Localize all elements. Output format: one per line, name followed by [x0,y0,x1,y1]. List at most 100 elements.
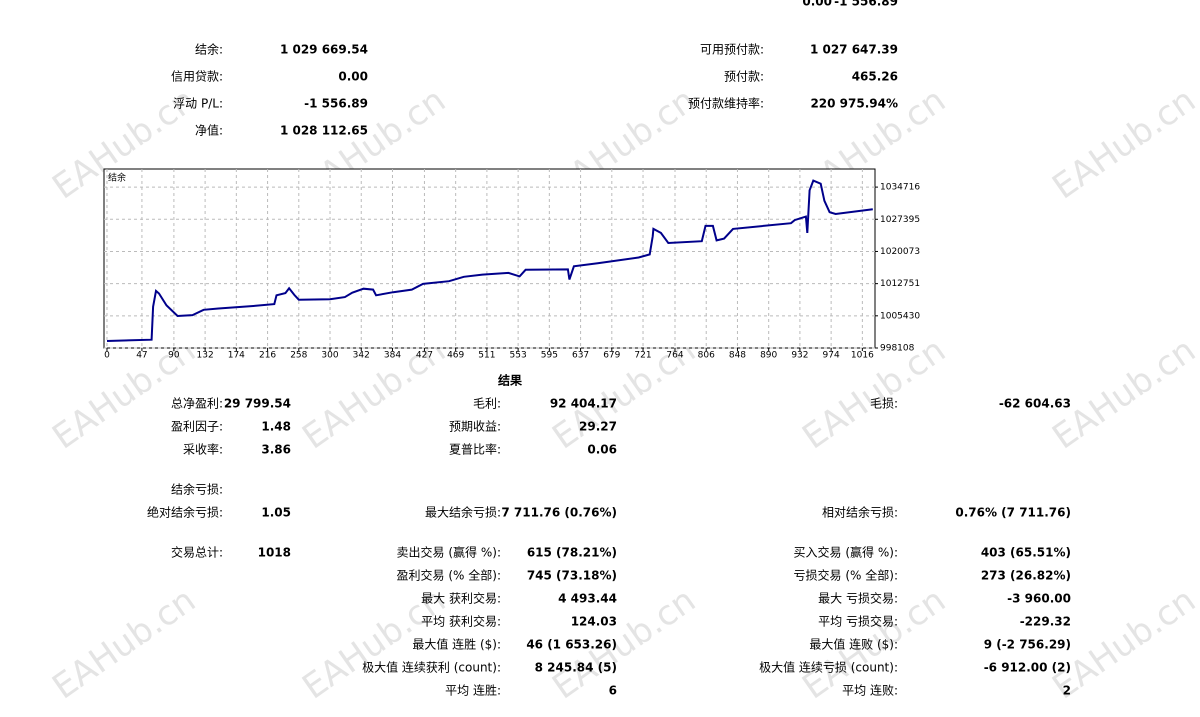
summary-label: 信用贷款: [171,70,223,84]
result-label: 最大 亏损交易: [818,591,898,606]
x-tick-label: 721 [634,351,651,361]
result-value: 615 (78.21%) [527,546,617,560]
x-tick-label: 974 [823,351,840,361]
result-value: -229.32 [1020,615,1071,629]
x-tick-label: 806 [698,351,715,361]
result-value: 124.03 [571,615,617,629]
y-tick-label: 1012751 [880,279,920,289]
result-label: 亏损交易 (% 全部): [794,568,898,583]
result-value: 1018 [258,546,291,560]
result-label: 盈利交易 (% 全部): [397,568,501,583]
result-value: 2 [1063,684,1071,698]
result-label: 绝对结余亏损: [147,505,223,520]
result-value: 4 493.44 [558,592,617,606]
result-value: -6 912.00 (2) [984,661,1071,675]
x-tick-label: 300 [321,351,338,361]
x-tick-label: 764 [666,351,683,361]
result-value: 29.27 [579,420,617,434]
result-value: 745 (73.18%) [527,569,617,583]
result-label: 交易总计: [171,545,223,560]
x-tick-label: 511 [478,351,495,361]
partial-value: -1 556.89 [834,0,898,9]
summary-label: 可用预付款: [700,43,764,57]
result-value: 7 711.76 (0.76%) [501,506,617,520]
watermark: EAHub.cn [45,580,203,707]
watermark: EAHub.cn [795,330,953,457]
result-value: 0.76% (7 711.76) [955,506,1071,520]
balance-line [106,179,873,342]
result-label: 预期收益: [449,420,501,434]
results-title: 结果 [498,373,522,388]
result-label: 买入交易 (赢得 %): [794,545,898,560]
x-tick-label: 469 [447,351,464,361]
result-label: 最大结余亏损: [425,505,501,520]
summary-label: 预付款: [724,70,764,84]
x-tick-label: 595 [541,351,558,361]
legend-label: 结余 [108,172,126,184]
x-tick-label: 384 [384,351,401,361]
summary-value: -1 556.89 [304,97,368,111]
result-label: 采收率: [183,442,223,457]
chart-frame [103,168,876,349]
result-label: 平均 连败: [842,683,898,698]
result-label: 毛损: [870,397,898,411]
result-label: 平均 连胜: [445,683,501,698]
result-label: 结余亏损: [171,482,223,497]
summary-value: 1 028 112.65 [280,124,368,138]
summary-label: 浮动 P/L: [173,97,223,111]
y-tick-label: 1034716 [880,183,920,193]
result-value: 3.86 [261,443,291,457]
result-label: 相对结余亏损: [822,505,898,520]
x-tick-label: 132 [197,351,214,361]
summary-value: 1 029 669.54 [280,43,368,57]
result-value: 92 404.17 [550,397,617,411]
x-tick-label: 890 [760,351,777,361]
watermark: EAHub.cn [295,330,453,457]
x-tick-label: 848 [729,351,746,361]
summary-value: 465.26 [852,70,898,84]
result-label: 极大值 连续获利 (count): [362,660,501,675]
result-label: 盈利因子: [171,420,223,434]
result-label: 平均 亏损交易: [818,614,898,629]
x-tick-label: 932 [791,351,808,361]
result-label: 毛利: [473,397,501,411]
result-label: 卖出交易 (赢得 %): [397,545,501,560]
result-value: 46 (1 653.26) [526,638,617,652]
x-tick-label: 637 [572,351,589,361]
watermark: EAHub.cn [1045,80,1200,207]
result-value: 1.05 [261,506,291,520]
result-value: 1.48 [261,420,291,434]
y-tick-label: 1005430 [880,311,920,321]
result-label: 平均 获利交易: [421,614,501,629]
result-value: 8 245.84 (5) [535,661,617,675]
watermark: EAHub.cn [1045,330,1200,457]
result-value: 6 [609,684,617,698]
watermark: EAHub.cn [545,330,703,457]
summary-value: 220 975.94% [810,97,898,111]
x-tick-label: 174 [228,351,245,361]
summary-label: 预付款维持率: [688,96,764,111]
x-tick-label: 427 [416,351,433,361]
x-tick-label: 1016 [851,351,874,361]
result-value: 9 (-2 756.29) [984,638,1071,652]
partial-value: 0.00 [802,0,832,9]
x-tick-label: 216 [259,351,276,361]
x-tick-label: 553 [510,351,527,361]
result-value: 29 799.54 [224,397,291,411]
result-value: 403 (65.51%) [981,546,1071,560]
watermark: EAHub.cn [45,330,203,457]
x-tick-label: 679 [603,351,620,361]
x-tick-label: 90 [168,351,180,361]
result-label: 最大值 连胜 ($): [412,637,501,652]
x-tick-label: 0 [104,351,110,361]
result-label: 最大 获利交易: [421,591,501,606]
y-tick-label: 1027395 [880,215,920,225]
summary-value: 1 027 647.39 [810,43,898,57]
result-value: 0.06 [587,443,617,457]
y-tick-label: 1020073 [880,247,920,257]
result-label: 夏普比率: [449,442,501,457]
result-label: 极大值 连续亏损 (count): [759,660,898,675]
x-tick-label: 342 [353,351,370,361]
summary-label: 净值: [195,123,223,138]
